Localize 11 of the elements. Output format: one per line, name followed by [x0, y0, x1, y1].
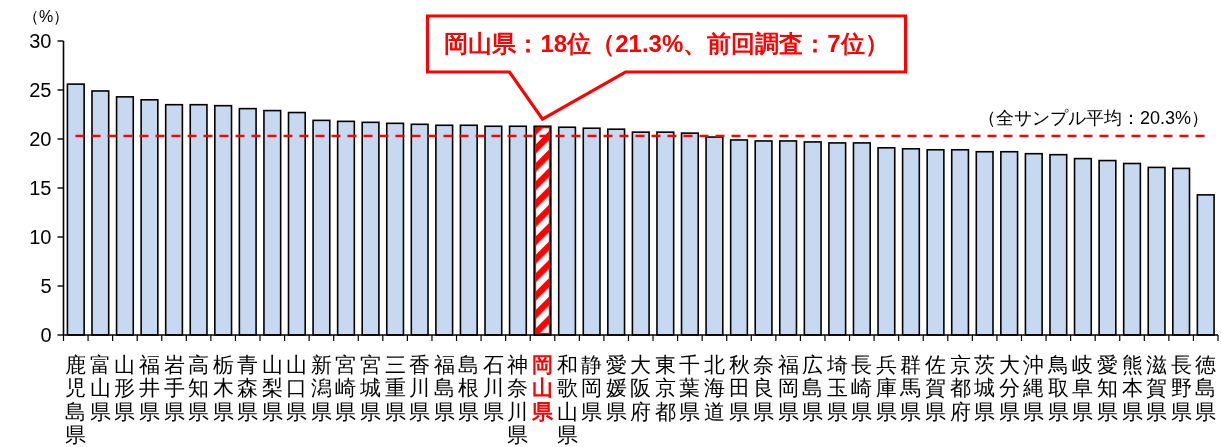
y-tick-label: 15 — [29, 177, 52, 199]
y-tick-label: 5 — [40, 275, 52, 297]
y-tick-label: 25 — [29, 79, 52, 101]
callout: 岡山県：18位（21.3%、前回調査：7位） — [425, 14, 908, 122]
y-tick-label: 30 — [29, 30, 52, 52]
y-axis-title: （%） — [22, 8, 70, 25]
y-tick-label: 0 — [40, 324, 52, 346]
annotation: 岡山県：18位（21.3%、前回調査：7位） — [444, 30, 889, 57]
ref-line-label: （全サンプル平均：20.3%） — [977, 108, 1209, 129]
y-tick-label: 10 — [29, 226, 52, 248]
y-tick-label: 20 — [29, 128, 52, 150]
